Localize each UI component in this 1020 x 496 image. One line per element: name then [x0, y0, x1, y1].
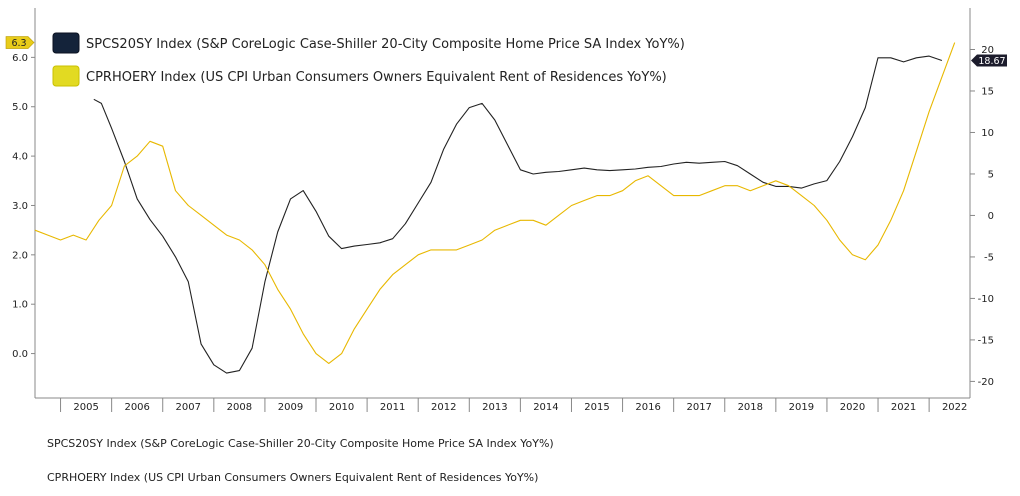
- left-tick-label: 4.0: [12, 152, 28, 163]
- x-tick-label: 2013: [482, 402, 507, 413]
- right-tick-label: 15: [981, 86, 994, 97]
- right-tick-label: -5: [984, 252, 994, 263]
- right-tick-label: -10: [978, 294, 994, 305]
- x-tick-label: 2012: [431, 402, 456, 413]
- right-tick-label: -20: [978, 377, 994, 388]
- line-chart: 0.0 1.0 2.0 3.0 4.0 5.0 6.0 -20 -15 -10 -5 0 5 10 15 2…: [5, 8, 1007, 413]
- x-axis: 2005 2006 2007 2008 2009 2010 2011 2012 2013 2014…: [60, 398, 967, 413]
- legend-swatch-cprhoery: [52, 65, 80, 87]
- legend-swatch-spcs20sy: [52, 32, 80, 54]
- left-tick-label: 5.0: [12, 102, 28, 113]
- legend: SPCS20SY Index (S&P CoreLogic Case-Shill…: [52, 32, 685, 87]
- left-tick-label: 3.0: [12, 201, 28, 212]
- x-tick-label: 2009: [278, 402, 303, 413]
- left-tick-label: 2.0: [12, 250, 28, 261]
- x-tick-label: 2005: [73, 402, 98, 413]
- x-tick-label: 2022: [942, 402, 967, 413]
- x-tick-label: 2006: [124, 402, 149, 413]
- x-tick-label: 2007: [176, 402, 201, 413]
- x-tick-label: 2020: [840, 402, 865, 413]
- last-value-label-cprhoery: 6.3: [11, 38, 26, 49]
- left-tick-label: 6.0: [12, 53, 28, 64]
- footer-series-1: SPCS20SY Index (S&P CoreLogic Case-Shill…: [47, 437, 554, 450]
- x-tick-label: 2021: [891, 402, 916, 413]
- x-tick-label: 2010: [329, 402, 354, 413]
- legend-label-spcs20sy: SPCS20SY Index (S&P CoreLogic Case-Shill…: [86, 37, 685, 52]
- legend-label-cprhoery: CPRHOERY Index (US CPI Urban Consumers O…: [86, 70, 667, 85]
- left-tick-label: 1.0: [12, 300, 28, 311]
- series-layer: [34, 42, 956, 374]
- x-tick-label: 2019: [789, 402, 814, 413]
- x-tick-label: 2008: [227, 402, 252, 413]
- series-line-cprhoery: [34, 42, 956, 364]
- right-tick-label: 10: [981, 128, 994, 139]
- left-tick-label: 0.0: [12, 349, 28, 360]
- x-tick-label: 2017: [686, 402, 711, 413]
- value-labels: 18.67 6.3: [5, 36, 1007, 67]
- right-tick-label: 0: [988, 211, 994, 222]
- plot-frame: [34, 8, 971, 399]
- series-line-spcs20sy: [93, 55, 943, 374]
- x-tick-label: 2018: [738, 402, 763, 413]
- right-axis: -20 -15 -10 -5 0 5 10 15 20: [970, 45, 994, 388]
- right-tick-label: -15: [978, 335, 994, 346]
- last-value-badge-cprhoery: [5, 36, 35, 49]
- x-tick-label: 2016: [635, 402, 660, 413]
- right-tick-label: 5: [988, 169, 994, 180]
- left-axis: 0.0 1.0 2.0 3.0 4.0 5.0 6.0: [12, 53, 35, 360]
- last-value-label-spcs20sy: 18.67: [978, 56, 1005, 67]
- x-tick-label: 2014: [533, 402, 558, 413]
- footer-series-2: CPRHOERY Index (US CPI Urban Consumers O…: [47, 471, 539, 484]
- last-value-badge-spcs20sy: [971, 54, 1007, 67]
- right-tick-label: 20: [981, 45, 994, 56]
- x-tick-label: 2011: [380, 402, 405, 413]
- x-tick-label: 2015: [584, 402, 609, 413]
